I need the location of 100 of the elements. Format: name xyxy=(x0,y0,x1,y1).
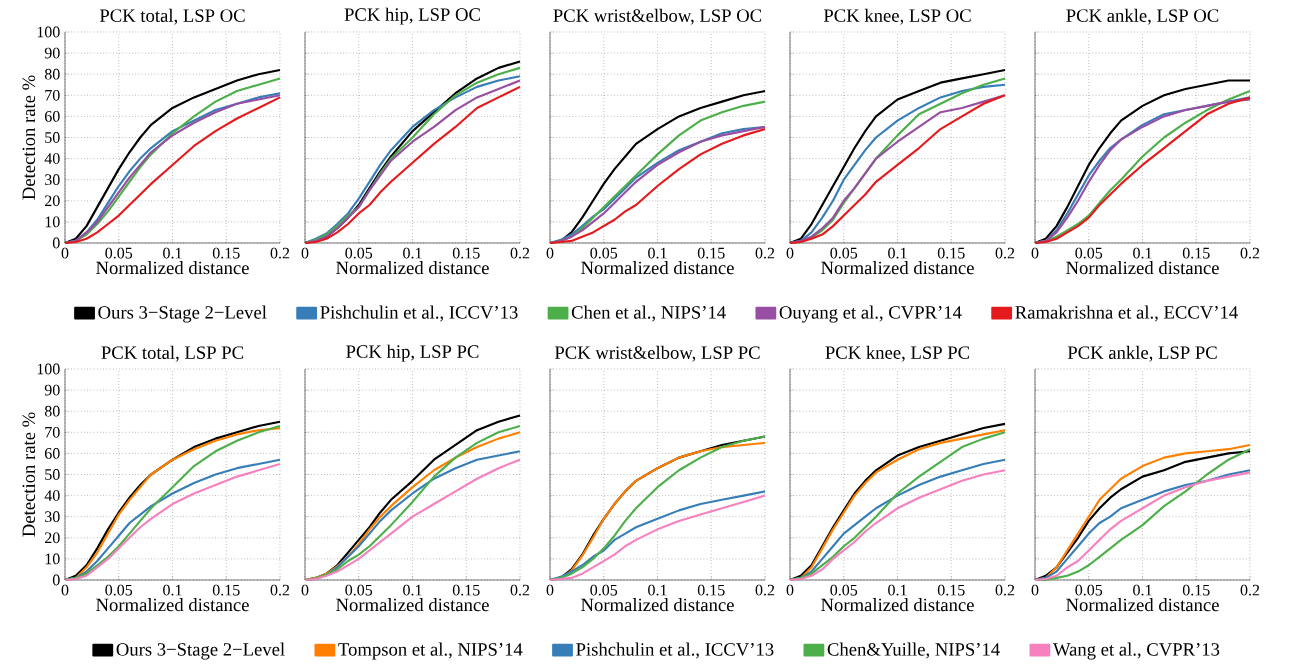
x-tick-label: 0.05 xyxy=(590,584,618,596)
y-tick-label: 30 xyxy=(45,511,60,523)
legend-label: Ouyang et al., CVPR’14 xyxy=(779,305,962,323)
x-tick-label: 0.05 xyxy=(830,247,858,259)
x-tick-label: 0.05 xyxy=(105,584,133,596)
y-tick-label: 10 xyxy=(45,553,60,565)
x-tick-label: 0.05 xyxy=(590,247,618,259)
y-axis-title: Detection rate % xyxy=(22,412,36,537)
y-tick-label: 70 xyxy=(45,89,60,101)
y-tick-label: 100 xyxy=(37,26,60,38)
legend-label: Chen&Yuille, NIPS’14 xyxy=(827,642,1000,659)
y-axis-title: Detection rate % xyxy=(22,75,36,200)
y-tick-label: 60 xyxy=(44,110,60,122)
x-tick-label: 0 xyxy=(61,247,69,259)
x-tick-label: 0.1 xyxy=(888,584,907,596)
x-tick-label: 0.05 xyxy=(1075,247,1103,259)
x-axis-title: Normalized distance xyxy=(821,261,974,275)
y-tick-label: 80 xyxy=(44,405,60,417)
y-tick-label: 90 xyxy=(44,47,60,59)
x-tick-label: 0.15 xyxy=(212,584,240,596)
legend-label: Tompson et al., NIPS’14 xyxy=(338,642,523,660)
x-axis-title: Normalized distance xyxy=(96,261,249,275)
x-axis-title: Normalized distance xyxy=(336,261,489,275)
x-tick-label: 0.15 xyxy=(697,247,725,259)
x-axis-title: Normalized distance xyxy=(821,598,974,612)
x-tick-label: 0.15 xyxy=(212,247,240,259)
x-tick-label: 0.1 xyxy=(1133,584,1152,596)
chart-title: PCK hip, LSP OC xyxy=(344,7,480,25)
y-tick-label: 40 xyxy=(44,153,60,164)
x-tick-label: 0.05 xyxy=(345,247,373,259)
x-tick-label: 0.2 xyxy=(755,584,775,596)
x-tick-label: 0.15 xyxy=(697,584,725,596)
x-tick-label: 0 xyxy=(301,247,309,259)
x-tick-label: 0 xyxy=(1031,584,1039,596)
x-axis-title: Normalized distance xyxy=(96,598,249,612)
x-axis-title: Normalized distance xyxy=(1066,598,1219,612)
x-tick-label: 0.1 xyxy=(648,584,667,596)
x-tick-label: 0 xyxy=(61,584,69,596)
y-tick-label: 90 xyxy=(44,384,60,396)
x-tick-label: 0.1 xyxy=(163,584,182,596)
chart-title: PCK total, LSP PC xyxy=(101,345,244,362)
x-tick-label: 0.1 xyxy=(888,247,907,259)
x-tick-label: 0.1 xyxy=(403,247,422,259)
x-tick-label: 0.1 xyxy=(648,247,667,259)
x-tick-label: 0.15 xyxy=(452,247,480,259)
x-tick-label: 0.15 xyxy=(937,584,965,596)
x-tick-label: 0 xyxy=(786,247,794,259)
x-tick-label: 0.2 xyxy=(995,584,1015,596)
y-tick-label: 20 xyxy=(45,195,60,207)
x-tick-label: 0 xyxy=(301,584,309,596)
y-tick-label: 30 xyxy=(45,174,60,186)
x-tick-label: 0.2 xyxy=(270,247,290,259)
y-tick-label: 50 xyxy=(45,469,60,480)
x-tick-label: 0.15 xyxy=(1182,584,1210,596)
y-tick-label: 20 xyxy=(45,532,60,544)
legend-label: Chen et al., NIPS’14 xyxy=(571,305,726,322)
legend-label: Wang et al., CVPR’13 xyxy=(1052,642,1220,660)
x-axis-title: Normalized distance xyxy=(581,598,734,612)
x-tick-label: 0.2 xyxy=(1240,584,1260,596)
x-tick-label: 0.2 xyxy=(510,584,530,596)
x-tick-label: 0.2 xyxy=(755,247,775,259)
x-tick-label: 0.05 xyxy=(345,584,373,596)
legend-label: Ramakrishna et al., ECCV’14 xyxy=(1015,305,1238,322)
x-axis-title: Normalized distance xyxy=(336,598,489,612)
x-tick-label: 0 xyxy=(546,247,554,259)
x-tick-label: 0 xyxy=(786,584,794,596)
x-tick-label: 0.15 xyxy=(1182,247,1210,259)
x-tick-label: 0.2 xyxy=(995,247,1015,259)
chart-title: PCK ankle, LSP PC xyxy=(1067,345,1217,362)
y-tick-label: 80 xyxy=(44,68,60,80)
chart-title: PCK knee, LSP OC xyxy=(823,8,971,25)
x-tick-label: 0.05 xyxy=(830,584,858,596)
x-tick-label: 0.15 xyxy=(937,247,965,259)
x-tick-label: 0.1 xyxy=(1133,247,1152,259)
x-tick-label: 0 xyxy=(546,584,554,596)
legend-label: Ours 3−Stage 2−Level xyxy=(98,305,267,323)
x-tick-label: 0.2 xyxy=(510,247,530,259)
legend-label: Pishchulin et al., ICCV’13 xyxy=(576,642,774,659)
y-tick-label: 40 xyxy=(44,490,60,501)
x-tick-label: 0 xyxy=(1031,247,1039,259)
x-tick-label: 0.1 xyxy=(403,584,422,596)
chart-title: PCK total, LSP OC xyxy=(99,8,245,25)
x-tick-label: 0.2 xyxy=(1240,247,1260,259)
x-tick-label: 0.05 xyxy=(105,247,133,259)
y-tick-label: 0 xyxy=(52,237,60,249)
chart-title: PCK ankle, LSP OC xyxy=(1066,8,1219,25)
y-tick-label: 0 xyxy=(52,574,60,586)
y-tick-label: 70 xyxy=(45,426,60,438)
x-tick-label: 0.05 xyxy=(1075,584,1103,596)
x-axis-title: Normalized distance xyxy=(581,261,734,275)
x-tick-label: 0.15 xyxy=(452,584,480,596)
y-tick-label: 100 xyxy=(37,363,60,375)
legend-label: Ours 3−Stage 2−Level xyxy=(116,642,285,660)
x-tick-label: 0.2 xyxy=(270,584,290,596)
chart-title: PCK hip, LSP PC xyxy=(346,344,479,362)
x-axis-title: Normalized distance xyxy=(1066,261,1219,275)
y-tick-label: 50 xyxy=(45,132,60,143)
y-tick-label: 60 xyxy=(44,448,60,459)
y-tick-label: 10 xyxy=(45,216,60,228)
x-tick-label: 0.1 xyxy=(163,247,182,259)
